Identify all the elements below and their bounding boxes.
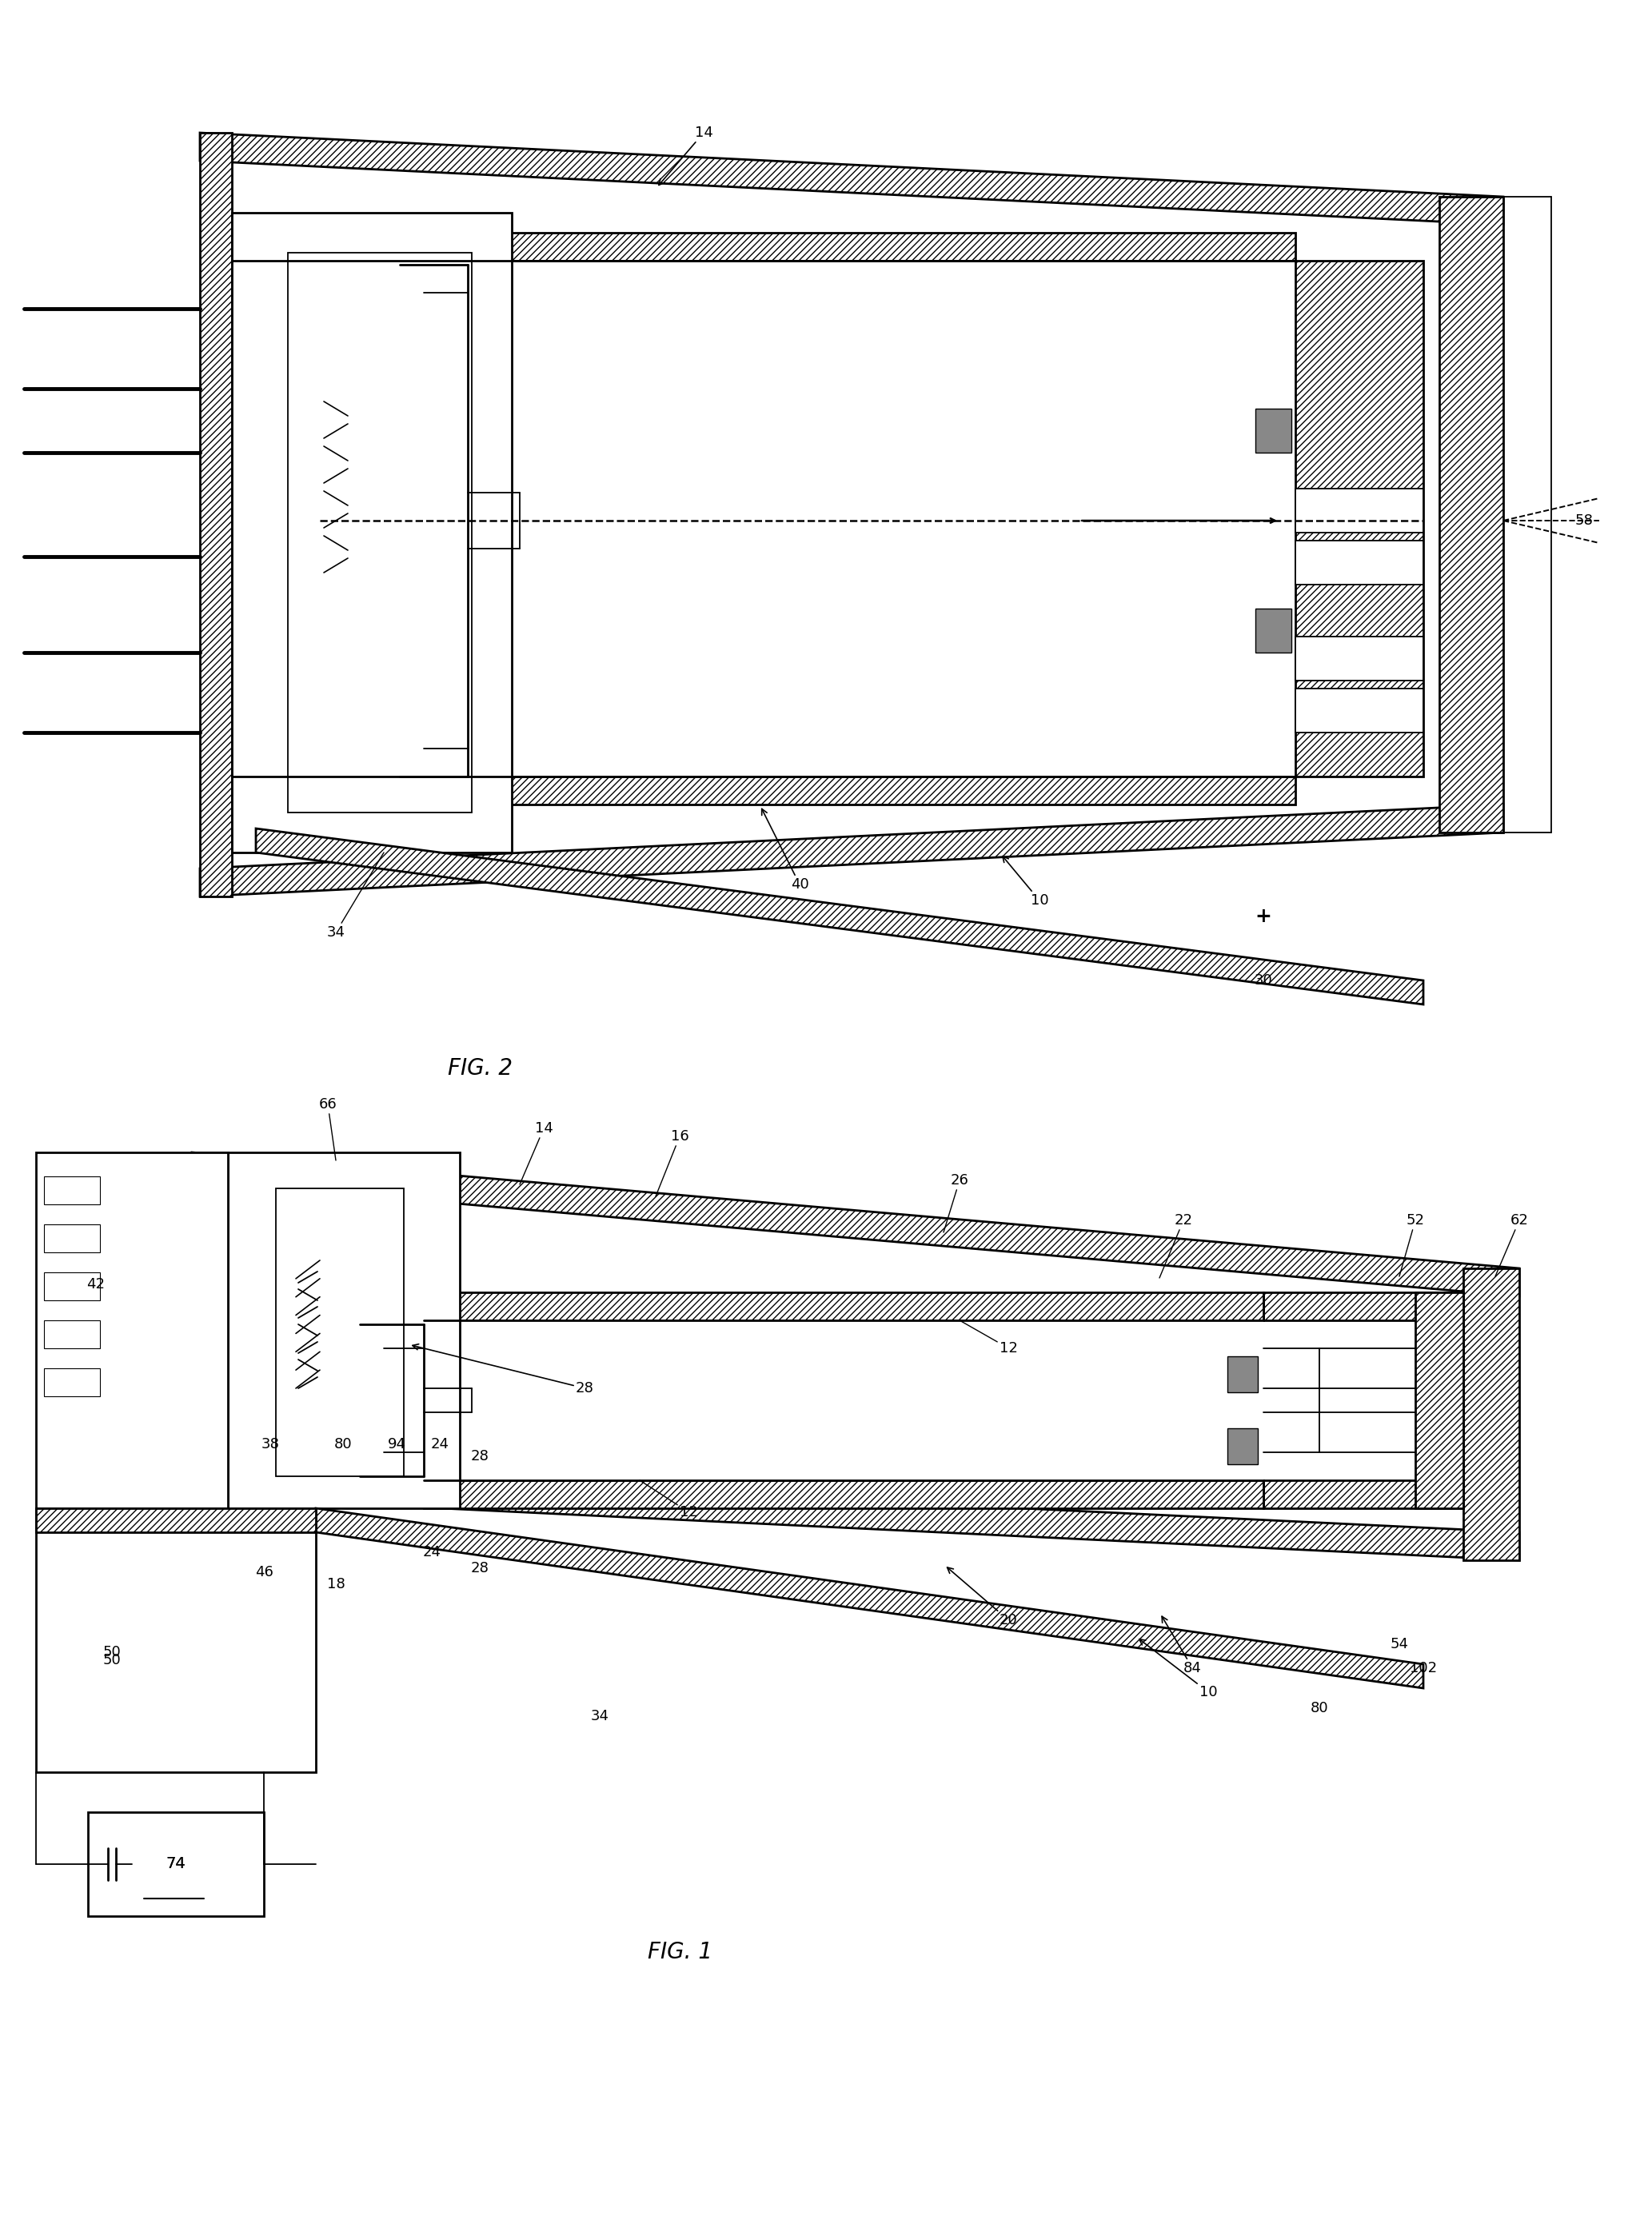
Bar: [36, 1509, 316, 1773]
Polygon shape: [200, 132, 1503, 226]
Text: 34: 34: [327, 852, 383, 939]
Text: 74: 74: [165, 1856, 185, 1872]
Text: 80: 80: [334, 1438, 352, 1451]
Bar: [231, 262, 1295, 776]
Text: 20: 20: [947, 1567, 1018, 1628]
Text: 94: 94: [388, 1438, 406, 1451]
Bar: [1227, 1429, 1257, 1465]
Polygon shape: [256, 830, 1424, 1004]
Text: 14: 14: [659, 125, 712, 186]
Bar: [276, 1187, 403, 1476]
Text: 38: 38: [261, 1438, 279, 1451]
Text: 80: 80: [1310, 1702, 1328, 1715]
Polygon shape: [231, 776, 1295, 805]
Bar: [1295, 490, 1424, 532]
Text: 18: 18: [327, 1576, 345, 1592]
Text: 28: 28: [413, 1344, 595, 1395]
Polygon shape: [1264, 1480, 1464, 1509]
Text: 16: 16: [656, 1129, 689, 1196]
Text: 24: 24: [423, 1545, 441, 1558]
Polygon shape: [316, 1509, 1424, 1688]
Text: 24: 24: [431, 1438, 449, 1451]
Text: 22: 22: [1160, 1214, 1193, 1279]
Polygon shape: [192, 1152, 228, 1496]
Polygon shape: [1416, 1292, 1464, 1509]
Bar: [45, 1272, 101, 1301]
Bar: [228, 1152, 459, 1509]
Text: 40: 40: [762, 809, 809, 892]
Text: 62: 62: [1495, 1214, 1528, 1277]
Text: 14: 14: [520, 1120, 553, 1185]
Polygon shape: [200, 132, 231, 897]
Polygon shape: [425, 1292, 1264, 1319]
Text: 34: 34: [590, 1708, 610, 1724]
Text: 42: 42: [88, 1277, 106, 1292]
Bar: [1256, 409, 1292, 452]
Polygon shape: [192, 1469, 1520, 1561]
Bar: [1227, 1357, 1257, 1393]
Text: 46: 46: [254, 1565, 273, 1579]
Text: 54: 54: [1389, 1637, 1409, 1652]
Text: FIG. 1: FIG. 1: [648, 1941, 712, 1963]
Bar: [1295, 541, 1424, 584]
Text: 66: 66: [319, 1098, 337, 1160]
Bar: [45, 1319, 101, 1348]
Text: 50: 50: [102, 1646, 121, 1659]
Polygon shape: [231, 233, 1295, 262]
Bar: [45, 1225, 101, 1252]
Polygon shape: [1295, 262, 1424, 776]
Polygon shape: [36, 1509, 316, 1532]
Text: 26: 26: [943, 1174, 968, 1232]
Bar: [1256, 608, 1292, 653]
Polygon shape: [1264, 1292, 1464, 1319]
Text: 74: 74: [165, 1856, 185, 1872]
Bar: [1295, 637, 1424, 680]
Polygon shape: [1439, 197, 1503, 832]
Polygon shape: [425, 1480, 1264, 1509]
Bar: [45, 1176, 101, 1205]
Polygon shape: [1464, 1268, 1520, 1561]
Text: 58: 58: [1576, 514, 1594, 528]
Text: 12: 12: [960, 1319, 1018, 1355]
Text: 30: 30: [1254, 973, 1272, 988]
Text: 50: 50: [102, 1652, 121, 1668]
Bar: [231, 212, 512, 852]
Bar: [88, 1811, 264, 1916]
Bar: [36, 1152, 228, 1509]
Polygon shape: [200, 805, 1503, 897]
Text: 52: 52: [1399, 1214, 1424, 1277]
Text: 28: 28: [471, 1449, 489, 1465]
Text: 28: 28: [471, 1561, 489, 1576]
Bar: [1295, 689, 1424, 733]
Text: FIG. 2: FIG. 2: [448, 1058, 512, 1080]
Bar: [45, 1368, 101, 1395]
Polygon shape: [192, 1152, 1520, 1297]
Text: 10: 10: [1140, 1639, 1218, 1699]
Bar: [287, 253, 472, 812]
Text: 12: 12: [639, 1480, 697, 1520]
Text: +: +: [1256, 908, 1272, 926]
Bar: [425, 1319, 1264, 1480]
Text: 10: 10: [1003, 856, 1049, 908]
Text: 84: 84: [1161, 1617, 1201, 1675]
Text: 102: 102: [1409, 1661, 1437, 1675]
